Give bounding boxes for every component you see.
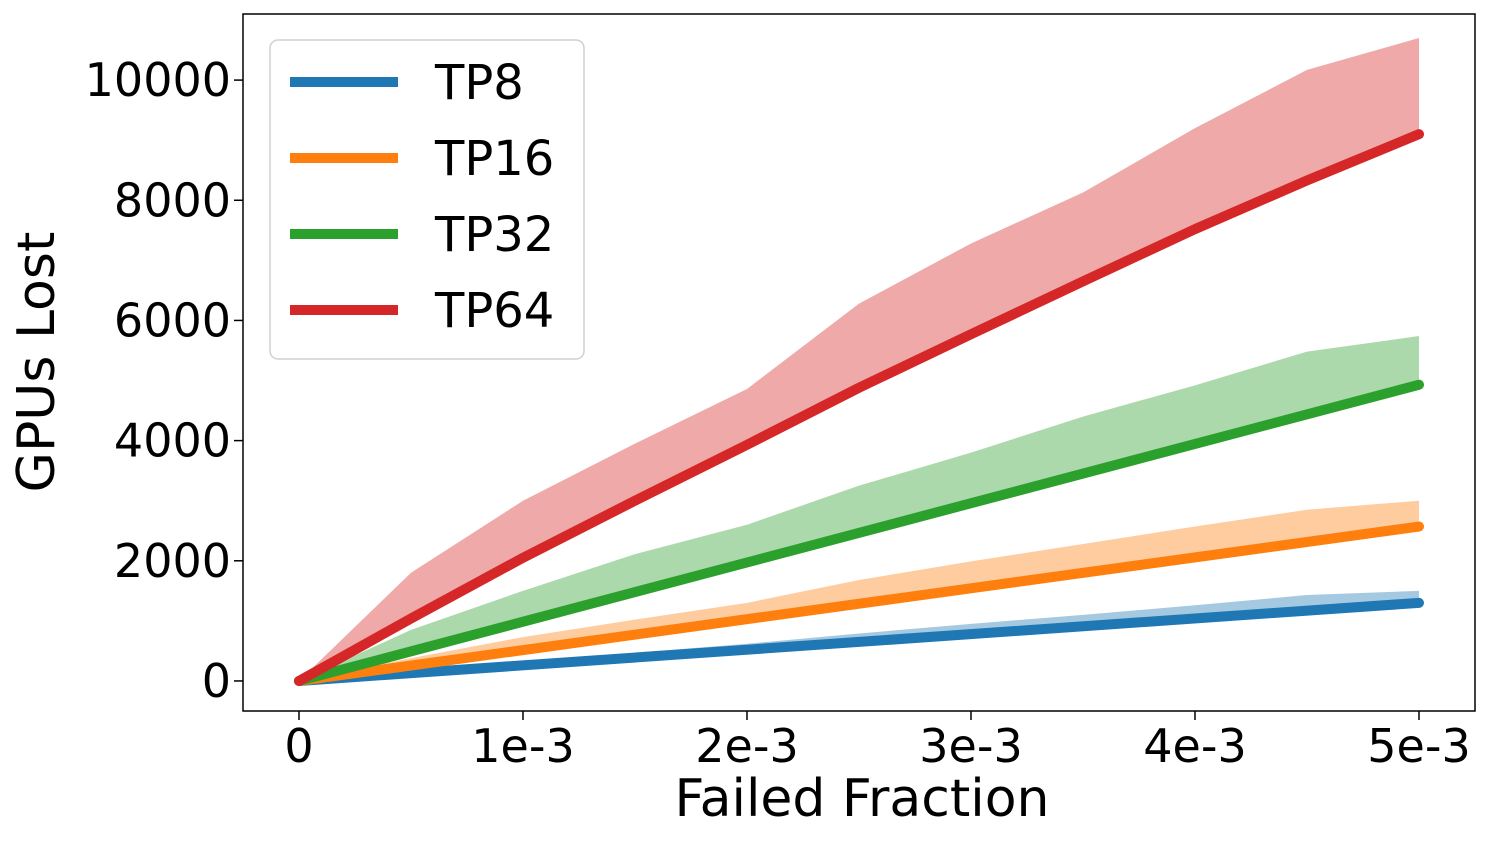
y-axis-ticks: 0 2000 4000 6000 8000 10000 <box>85 53 243 708</box>
x-tick-label: 2e-3 <box>695 719 798 773</box>
y-tick-label: 0 <box>202 654 231 708</box>
legend-label-tp64: TP64 <box>434 283 554 339</box>
x-tick-label: 3e-3 <box>919 719 1022 773</box>
legend-label-tp32: TP32 <box>434 207 554 263</box>
y-tick-label: 2000 <box>114 534 231 588</box>
plot-area-frame <box>242 13 1476 712</box>
legend-label-tp8: TP8 <box>434 55 524 111</box>
y-axis-title: GPUs Lost <box>7 232 67 493</box>
legend-box <box>269 39 585 360</box>
band-tp64 <box>299 38 1419 681</box>
x-axis-title: Failed Fraction <box>675 769 1050 829</box>
series-line-tp32 <box>294 379 1424 686</box>
y-tick-label: 4000 <box>114 414 231 468</box>
series-line-tp8 <box>294 597 1424 686</box>
x-tick-label: 0 <box>284 719 313 773</box>
x-tick-label: 5e-3 <box>1367 719 1470 773</box>
x-tick-label: 1e-3 <box>471 719 574 773</box>
x-tick-label: 4e-3 <box>1143 719 1246 773</box>
series-lines <box>294 129 1424 686</box>
legend-label-tp16: TP16 <box>434 131 554 187</box>
series-line-tp64 <box>294 129 1424 686</box>
x-axis-ticks: 0 1e-3 2e-3 3e-3 4e-3 5e-3 <box>284 711 1471 773</box>
band-tp32 <box>299 336 1419 681</box>
y-tick-label: 10000 <box>85 53 231 107</box>
series-line-tp16 <box>294 521 1424 686</box>
legend: TP8 TP16 TP32 TP64 <box>269 39 585 360</box>
band-tp16 <box>299 500 1419 681</box>
y-tick-label: 6000 <box>114 293 231 347</box>
y-tick-label: 8000 <box>114 173 231 227</box>
